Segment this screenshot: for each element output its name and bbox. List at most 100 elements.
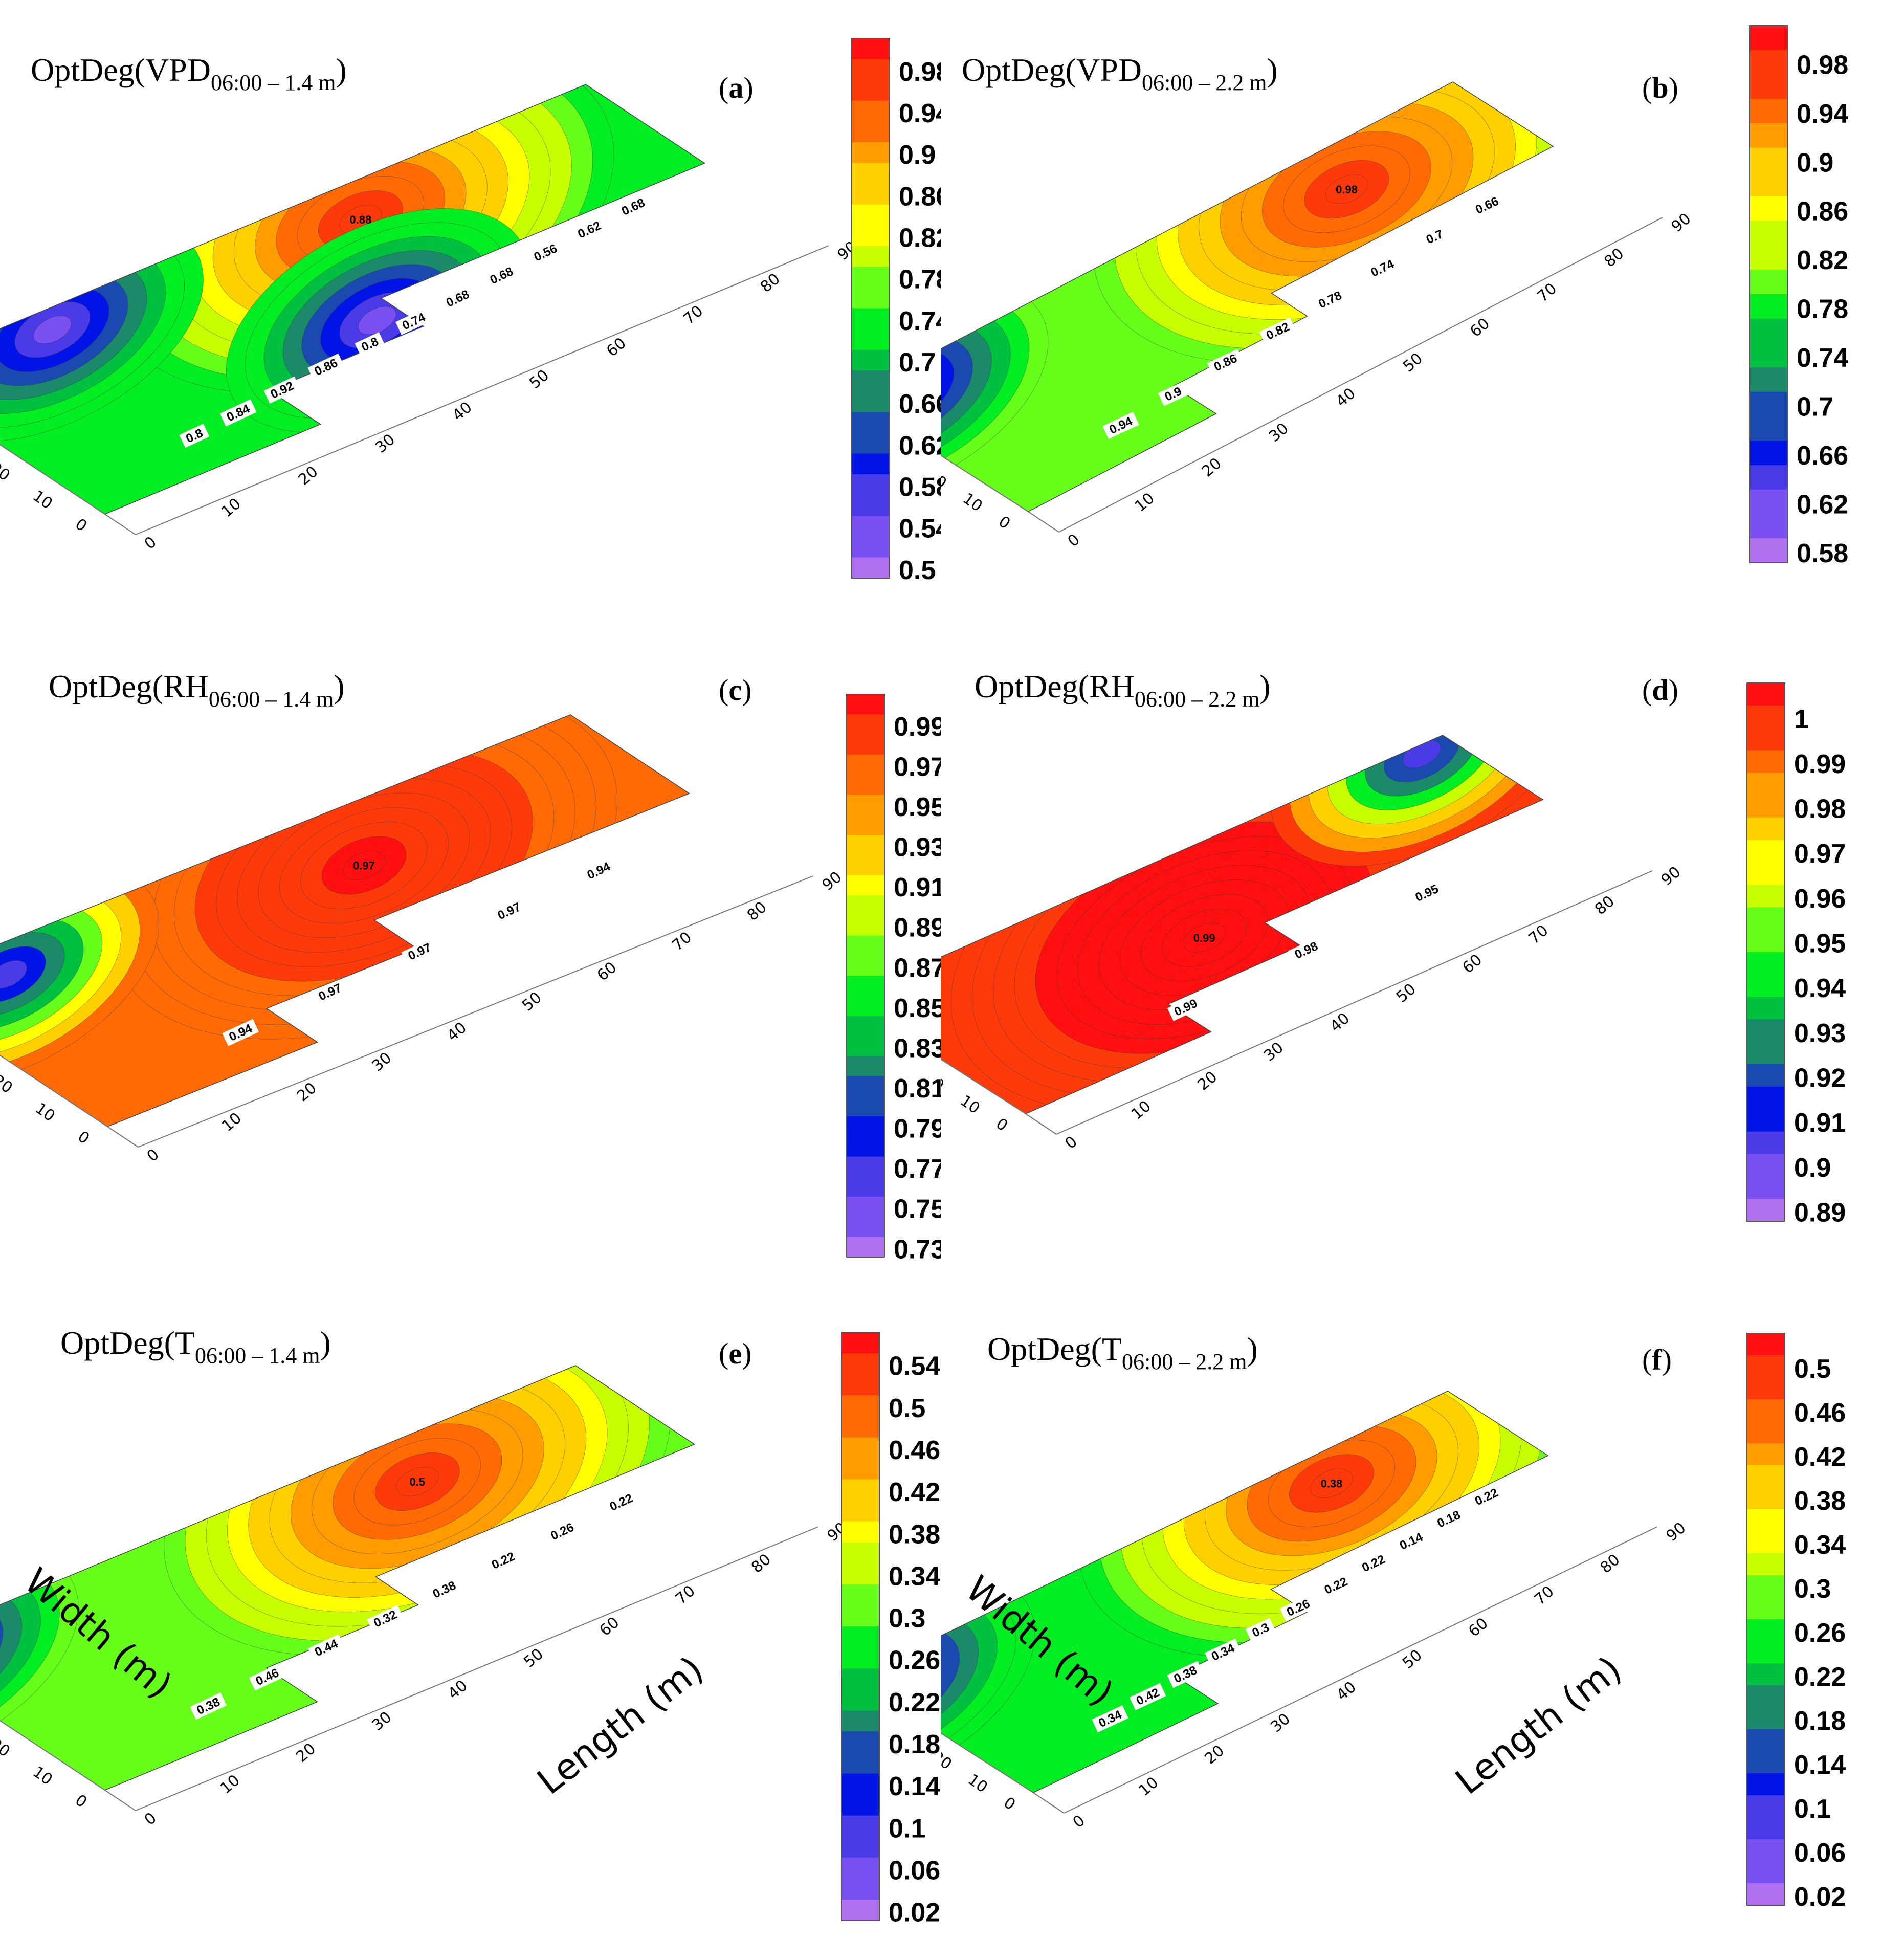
colorbar-tick: 0.98 <box>1797 50 1848 80</box>
contour-band <box>941 1627 960 1740</box>
contour-label-bg <box>1129 1683 1166 1710</box>
contour-label-bg <box>491 897 528 925</box>
colorbar-tick: 0.93 <box>894 833 941 863</box>
colorbar-tick: 0.85 <box>894 994 941 1023</box>
colorbar-band <box>852 142 890 164</box>
panel-title: OptDeg(VPD06:00 – 2.2 m) <box>962 51 1278 96</box>
colorbar-tick: 0.34 <box>889 1561 940 1591</box>
contour-label-bg <box>571 216 608 244</box>
colorbar-tick: 0.26 <box>889 1646 940 1676</box>
colorbar-band <box>1747 1199 1785 1222</box>
colorbar-band <box>847 1217 884 1238</box>
colorbar-band <box>842 1689 879 1711</box>
colorbar-tick: 0.38 <box>889 1519 940 1549</box>
contour-label-bg <box>544 1517 581 1545</box>
colorbar-band <box>852 308 890 329</box>
length-tick: 10 <box>1136 1774 1162 1800</box>
colorbar-band <box>842 1836 879 1858</box>
hotspot-label: 0.98 <box>1336 183 1358 196</box>
colorbar-band <box>1747 1333 1785 1356</box>
colorbar-band <box>1750 441 1787 466</box>
contour-band <box>358 306 396 335</box>
contour-label-bg <box>1280 1594 1317 1622</box>
colorbar: 0.98 0.94 0.9 0.86 0.82 0.78 0.74 0.7 0.66 0.62 0.… <box>1749 25 1848 568</box>
contour-label-bg <box>190 1692 227 1720</box>
panel-letter: (f) <box>1642 1343 1672 1376</box>
colorbar-band <box>852 204 890 226</box>
colorbar-tick: 0.74 <box>899 306 941 336</box>
contour-label-bg <box>484 1547 522 1574</box>
colorbar-tick: 0.94 <box>1797 99 1848 129</box>
colorbar-frame <box>1746 682 1785 1222</box>
colorbar-tick: 0.79 <box>894 1114 941 1144</box>
colorbar-tick: 0.42 <box>1794 1442 1846 1472</box>
colorbar-band <box>1747 1421 1785 1444</box>
width-axis-line <box>941 1733 1034 1793</box>
colorbar-tick: 0.22 <box>889 1688 940 1717</box>
contour-label-bg <box>1355 1550 1392 1577</box>
colorbar-band <box>852 100 890 122</box>
contour-label-bg <box>1468 1483 1505 1511</box>
colorbar-band <box>847 775 884 796</box>
colorbar-band <box>1750 416 1787 441</box>
panel-b: 0.94 0.9 0.86 0.82 0.78 0.74 0.7 0.66 0.98 0 10 20 3… <box>941 0 1882 653</box>
colorbar-tick: 0.99 <box>894 712 941 742</box>
contour-label-bg <box>1207 348 1244 377</box>
title-subscript: 06:00 – 2.2 m <box>1122 1349 1247 1374</box>
colorbar-band <box>842 1416 879 1438</box>
contour-label-bg <box>1204 1638 1242 1666</box>
contour-plot: 0.990.980.950.99010203040506070809001020… <box>941 682 1846 1227</box>
colorbar-band <box>852 391 890 412</box>
length-tick: 60 <box>1467 315 1493 341</box>
colorbar-tick: 0.42 <box>889 1478 940 1507</box>
contour-label-bg <box>307 1634 345 1662</box>
width-axis-line <box>0 1054 108 1127</box>
colorbar-band <box>842 1794 879 1816</box>
contour-field <box>941 1391 1548 1793</box>
field-outline <box>0 714 691 1127</box>
contour-label-bg <box>1288 936 1325 964</box>
length-axis-line <box>135 245 829 535</box>
colorbar-tick: 0.89 <box>1794 1198 1846 1227</box>
panel-c: 0.94 0.97 0.97 0.97 0.94 0.97 0 10 20 30 40 50 60 70 8… <box>0 653 941 1307</box>
colorbar-tick: 0.3 <box>889 1604 925 1634</box>
contour-band <box>33 315 72 344</box>
colorbar-band <box>842 1584 879 1606</box>
width-tick: 20 <box>0 1071 16 1097</box>
width-axis-line <box>941 455 1029 512</box>
colorbar-band <box>847 754 884 775</box>
colorbar-tick: 0.83 <box>894 1033 941 1063</box>
colorbar-tick: 0.54 <box>889 1352 940 1381</box>
colorbar-tick: 0.7 <box>1797 392 1833 422</box>
colorbar-band <box>842 1332 879 1354</box>
colorbar-tick: 0.5 <box>1794 1354 1831 1384</box>
colorbar-band <box>852 59 890 80</box>
width-tick: 10 <box>29 1763 55 1789</box>
colorbar-band <box>852 38 890 60</box>
contour-label-bg <box>1312 286 1348 314</box>
colorbar-band <box>1750 50 1787 75</box>
title-subscript: 06:00 – 2.2 m <box>1134 687 1260 712</box>
width-tick: 10 <box>964 1771 990 1797</box>
colorbar-band <box>852 246 890 267</box>
colorbar-frame <box>1746 1333 1785 1906</box>
colorbar-tick: 0.18 <box>889 1730 940 1759</box>
colorbar-tick: 0.14 <box>1794 1750 1846 1780</box>
panel-letter-text: c <box>728 673 742 707</box>
length-tick: 0 <box>144 1146 163 1165</box>
colorbar-band <box>842 1815 879 1837</box>
length-tick: 0 <box>1062 1133 1081 1153</box>
colorbar-tick: 0.58 <box>899 472 941 502</box>
contour-label-bg <box>312 978 349 1006</box>
colorbar-band <box>1750 514 1787 539</box>
colorbar-band <box>842 1773 879 1795</box>
colorbar-band <box>1747 930 1785 953</box>
title-close: ) <box>320 1325 331 1361</box>
colorbar-tick: 0.89 <box>894 913 941 943</box>
width-tick: 0 <box>72 515 90 536</box>
width-tick: 20 <box>0 1735 13 1761</box>
colorbar-band <box>842 1878 879 1900</box>
length-tick: 80 <box>1597 1551 1624 1577</box>
contour-band <box>0 960 27 989</box>
colorbar-band <box>847 1036 884 1056</box>
